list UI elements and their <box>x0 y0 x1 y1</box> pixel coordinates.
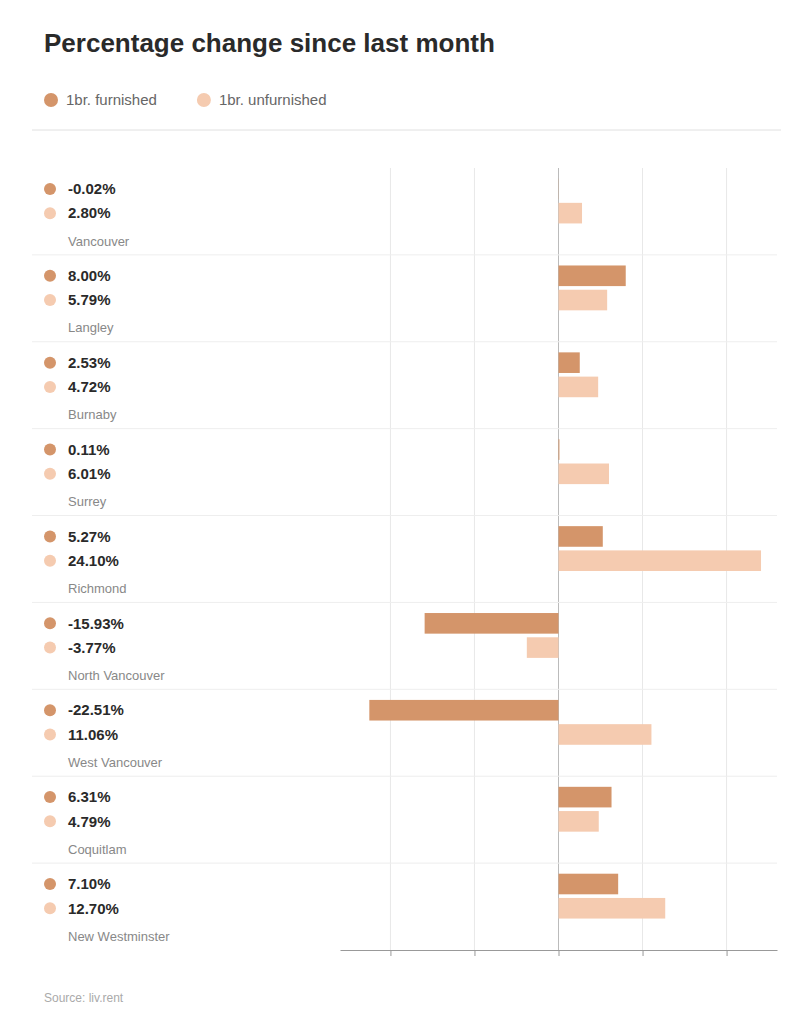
legend-label: 1br. unfurnished <box>219 91 327 108</box>
bar <box>559 724 652 745</box>
data-label: 2.53% <box>68 354 111 371</box>
dividers <box>32 255 777 863</box>
category-label: North Vancouver <box>68 668 165 683</box>
data-label: 4.72% <box>68 378 111 395</box>
data-label: -3.77% <box>68 639 116 656</box>
bar <box>559 874 619 895</box>
bar <box>559 526 603 547</box>
divider <box>32 689 777 690</box>
bar <box>369 700 558 721</box>
label-swatch <box>44 444 56 456</box>
data-label: 6.01% <box>68 465 111 482</box>
data-label: 8.00% <box>68 267 111 284</box>
grid-line <box>474 168 475 950</box>
label-swatch <box>44 642 56 654</box>
bar <box>558 179 559 200</box>
divider <box>32 515 777 516</box>
x-axis <box>341 950 778 956</box>
data-label: 2.80% <box>68 204 111 221</box>
bar <box>559 203 583 224</box>
bar <box>559 550 762 571</box>
annotation: Source: liv.rent <box>44 991 124 1005</box>
category-label: New Westminster <box>68 929 170 944</box>
x-tick-mark <box>474 950 475 956</box>
bar <box>425 613 559 634</box>
x-tick-mark <box>559 950 560 956</box>
label-swatch <box>44 183 56 195</box>
x-tick <box>474 950 475 956</box>
label-swatch <box>44 381 56 393</box>
legend-label: 1br. furnished <box>66 91 157 108</box>
x-tick-mark <box>727 950 728 956</box>
bar <box>559 377 599 398</box>
separator <box>32 130 781 131</box>
label-swatch <box>44 357 56 369</box>
data-label: -0.02% <box>68 180 116 197</box>
data-label: 0.11% <box>68 441 110 458</box>
bar <box>559 352 580 373</box>
label-swatch <box>44 207 56 219</box>
x-tick-mark <box>643 950 644 956</box>
x-tick <box>390 950 391 956</box>
divider <box>32 341 777 342</box>
x-tick <box>643 950 644 956</box>
category-label: Richmond <box>68 581 127 596</box>
category-label: Burnaby <box>68 407 117 422</box>
bar <box>559 265 626 286</box>
label-swatch <box>44 878 56 890</box>
label-swatch <box>44 270 56 282</box>
bar <box>559 464 610 485</box>
bar <box>559 787 612 808</box>
bar <box>559 898 666 919</box>
data-label: -15.93% <box>68 615 124 632</box>
bar <box>527 637 559 658</box>
label-swatch <box>44 530 56 542</box>
bar <box>558 439 560 460</box>
category-label: Langley <box>68 320 114 335</box>
bar <box>559 811 599 832</box>
data-label: -22.51% <box>68 701 124 718</box>
series <box>527 203 761 919</box>
label-swatch <box>44 468 56 480</box>
legend-swatch <box>44 93 58 107</box>
label-swatch <box>44 815 56 827</box>
label-swatch <box>44 902 56 914</box>
data-label: 11.06% <box>68 726 118 743</box>
data-label: 7.10% <box>68 875 111 892</box>
x-tick <box>727 950 728 956</box>
divider <box>32 428 777 429</box>
chart: Percentage change since last month 1br. f… <box>0 0 805 1024</box>
data-label: 24.10% <box>68 552 119 569</box>
divider <box>32 776 777 777</box>
category-label: Coquitlam <box>68 842 127 857</box>
label-swatch <box>44 728 56 740</box>
x-tick-mark <box>390 950 391 956</box>
data-label: 4.79% <box>68 813 111 830</box>
data-label: 6.31% <box>68 788 111 805</box>
series <box>369 179 625 895</box>
title: Percentage change since last month <box>44 28 495 58</box>
label-swatch <box>44 294 56 306</box>
divider <box>32 254 777 255</box>
divider <box>32 863 777 864</box>
label-swatch <box>44 791 56 803</box>
grid-line <box>390 168 391 950</box>
label-swatch <box>44 704 56 716</box>
data-label: 5.79% <box>68 291 111 308</box>
bars <box>369 179 761 919</box>
bar <box>559 290 608 311</box>
data-label: 5.27% <box>68 528 111 545</box>
legend: 1br. furnished 1br. unfurnished <box>44 91 326 108</box>
x-tick <box>559 950 560 956</box>
label-swatch <box>44 617 56 629</box>
divider <box>32 602 777 603</box>
legend-swatch <box>197 93 211 107</box>
category-label: Vancouver <box>68 234 130 249</box>
category-label: Surrey <box>68 494 107 509</box>
labels: -0.02% 2.80% Vancouver 8.00% 5.79% Langley 2.5… <box>44 180 170 944</box>
data-label: 12.70% <box>68 900 119 917</box>
category-label: West Vancouver <box>68 755 163 770</box>
label-swatch <box>44 555 56 567</box>
